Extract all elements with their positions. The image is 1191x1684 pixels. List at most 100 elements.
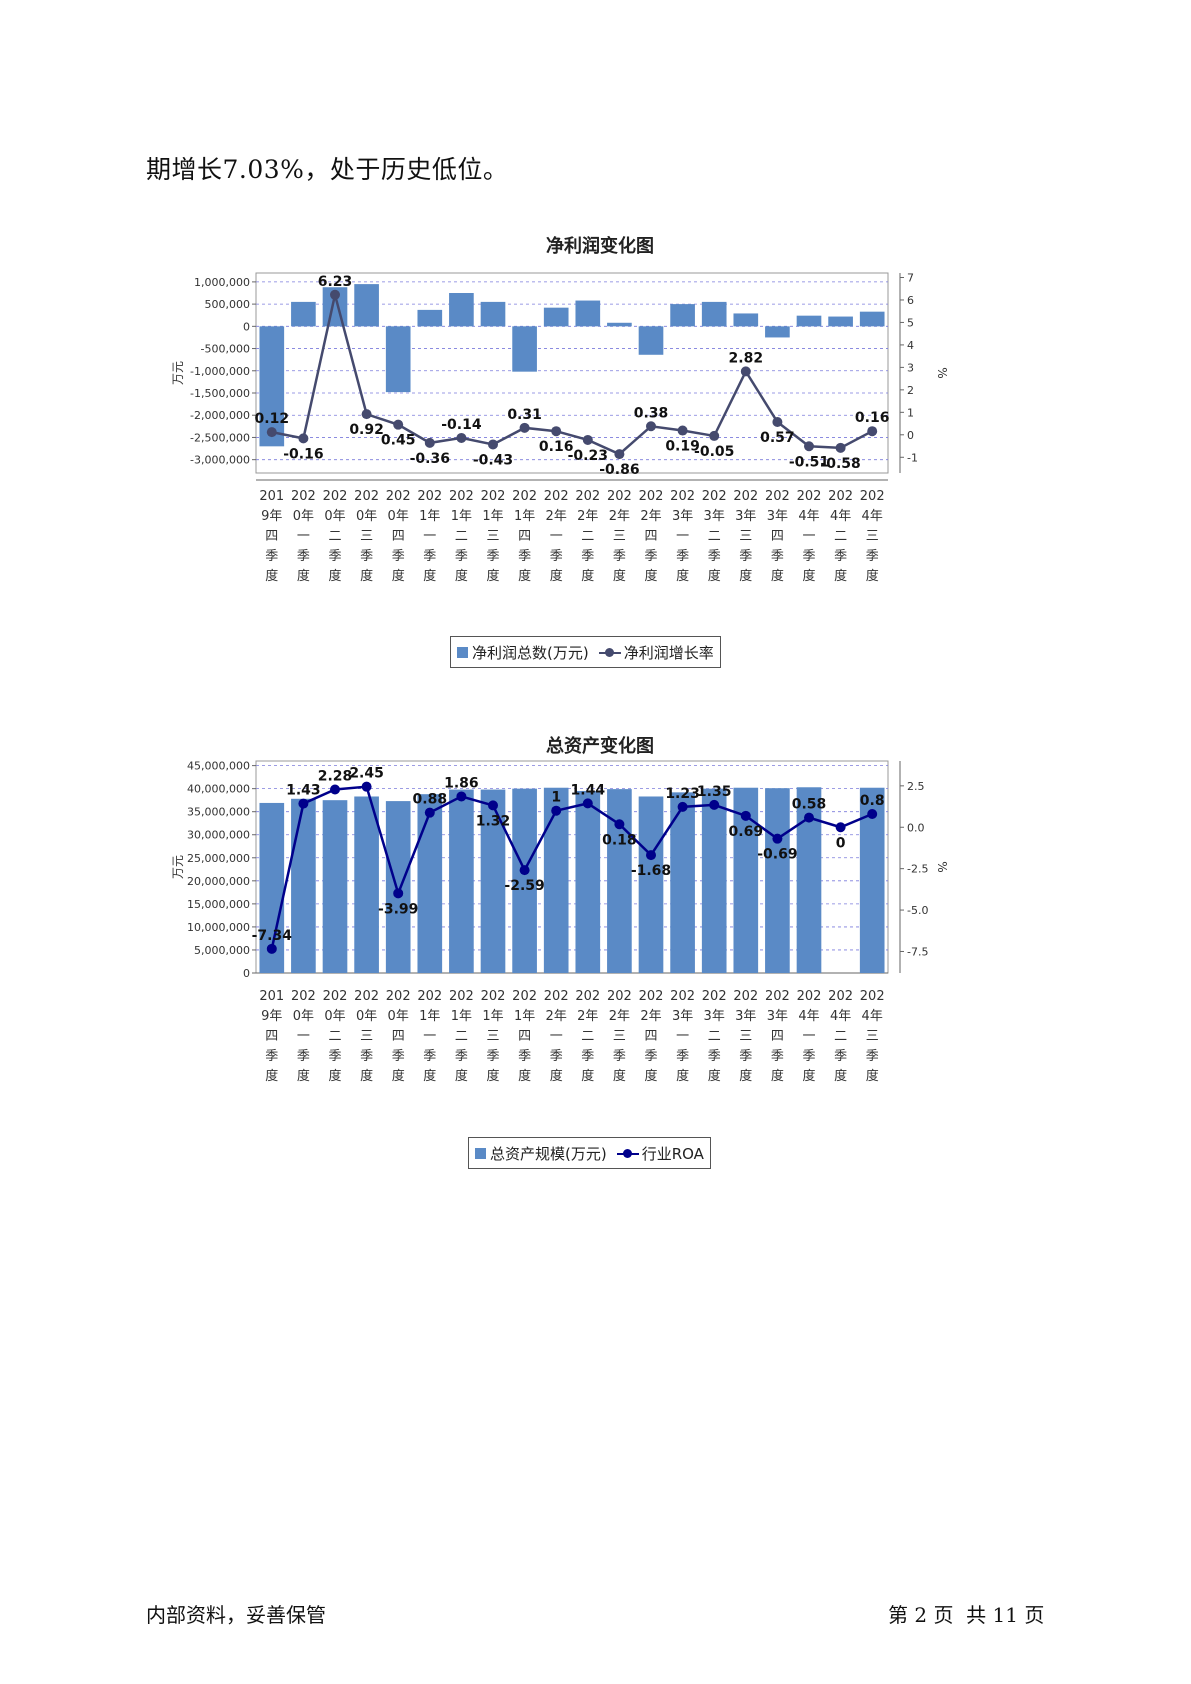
line-point xyxy=(551,805,562,816)
y-right-tick-label: 5 xyxy=(907,316,914,329)
data-label: 0.69 xyxy=(729,824,764,840)
y-left-tick-label: 1,000,000 xyxy=(194,276,250,289)
x-tick-label: 202 1年一季度 xyxy=(417,489,442,584)
x-tick-label: 202 0年二季度 xyxy=(323,989,348,1084)
bar xyxy=(607,322,632,327)
x-tick-label: 202 1年三季度 xyxy=(481,489,506,584)
y-left-axis-label: 万元 xyxy=(171,855,185,879)
data-label: -7.34 xyxy=(252,928,293,944)
x-tick-label: 202 2年四季度 xyxy=(639,489,664,584)
data-label: 1 xyxy=(551,790,561,806)
line-point xyxy=(835,442,846,453)
x-tick-label: 202 2年一季度 xyxy=(544,489,569,584)
data-label: -0.86 xyxy=(599,462,639,478)
bar xyxy=(670,792,695,973)
line-point xyxy=(393,888,404,899)
x-tick-label: 201 9年四季度 xyxy=(259,989,284,1084)
line-point xyxy=(677,425,688,436)
bar xyxy=(733,313,759,327)
bar xyxy=(417,794,443,973)
data-label: 1.86 xyxy=(444,775,479,791)
line-point xyxy=(424,807,435,818)
line-point xyxy=(614,449,625,460)
net-profit-chart: 净利润变化图 1,000,000 500,000 0 -500,000 -1,000,0… xyxy=(160,228,1040,668)
y-left-axis-label: 万元 xyxy=(171,361,185,385)
y-right-tick-label: 0.0 xyxy=(907,821,925,834)
x-tick-label: 202 0年四季度 xyxy=(386,989,411,1084)
x-tick-label: 202 0年三季度 xyxy=(354,989,379,1084)
y-left-tick-label: -1,500,000 xyxy=(190,387,250,400)
bar xyxy=(512,788,537,973)
data-label: 0.45 xyxy=(381,433,416,449)
data-label: -0.69 xyxy=(757,847,797,863)
y-right-tick-label: 3 xyxy=(907,361,914,374)
data-label: 0.19 xyxy=(665,439,700,455)
x-tick-label: 202 2年四季度 xyxy=(639,989,664,1084)
y-left-tick-label: -1,000,000 xyxy=(190,365,250,378)
bar xyxy=(543,787,569,973)
data-label: -0.23 xyxy=(568,448,608,464)
data-label: -2.59 xyxy=(504,878,544,894)
line-point xyxy=(393,419,404,430)
line-point xyxy=(740,810,751,821)
data-label: -0.36 xyxy=(410,451,450,467)
line-point xyxy=(298,433,309,444)
data-label: 0.57 xyxy=(760,430,795,446)
bar xyxy=(385,326,411,393)
line-point xyxy=(330,289,340,300)
line-series xyxy=(270,785,873,950)
data-label: -0.58 xyxy=(820,456,860,472)
legend-line-label: 行业ROA xyxy=(641,1144,704,1163)
data-label: 0.31 xyxy=(507,407,542,423)
bar xyxy=(354,284,379,327)
data-label: -0.14 xyxy=(441,417,482,433)
y-right-tick-label: 6 xyxy=(907,294,914,307)
line-point xyxy=(361,409,372,420)
intro-paragraph: 期增长7.03%，处于历史低位。 xyxy=(146,155,509,184)
x-tick-label: 202 3年一季度 xyxy=(670,489,695,584)
y-left-tick-label: 45,000,000 xyxy=(187,760,250,773)
data-label: -0.16 xyxy=(283,446,323,462)
bar xyxy=(828,316,853,327)
line-point xyxy=(456,432,467,443)
chart-legend: 净利润总数(万元) 净利润增长率 xyxy=(450,636,721,668)
x-tick-label: 202 1年三季度 xyxy=(481,989,506,1084)
line-point xyxy=(330,784,340,795)
line-point xyxy=(298,798,309,809)
y-left-tick-label: 25,000,000 xyxy=(187,852,250,865)
data-label: 0.38 xyxy=(634,405,669,421)
y-left-tick-label: -3,000,000 xyxy=(190,454,250,467)
bar xyxy=(607,789,632,973)
data-label: 0.92 xyxy=(349,422,384,438)
y-left-tick-label: 10,000,000 xyxy=(187,921,250,934)
x-tick-label: 202 0年一季度 xyxy=(291,989,316,1084)
data-label: 1.35 xyxy=(697,784,732,800)
chart-title: 总资产变化图 xyxy=(546,736,654,757)
y-left-tick-label: 30,000,000 xyxy=(187,829,250,842)
data-label: -0.51 xyxy=(789,454,829,470)
line-series xyxy=(271,294,873,456)
chart-legend: 总资产规模(万元) 行业ROA xyxy=(468,1137,711,1169)
y-right-tick-label: 7 xyxy=(907,271,914,284)
data-label: 1.23 xyxy=(665,786,700,802)
line-point xyxy=(740,366,751,377)
line-point xyxy=(646,850,656,861)
legend-bar-swatch xyxy=(457,646,468,658)
bar xyxy=(259,326,285,447)
bar xyxy=(291,798,316,973)
data-label: 0.18 xyxy=(602,832,637,848)
x-tick-label: 202 4年三季度 xyxy=(860,489,885,584)
line-point xyxy=(582,798,593,809)
data-label: -1.68 xyxy=(631,863,671,879)
x-tick-label: 202 1年四季度 xyxy=(512,489,537,584)
legend-line-swatch xyxy=(598,647,621,658)
footer-confidential: 内部资料，妥善保管 xyxy=(146,1603,326,1627)
net-profit-plot: 1,000,000 500,000 0 -500,000 -1,000,000 -1,50… xyxy=(171,271,949,584)
x-tick-label: 202 2年三季度 xyxy=(607,989,632,1084)
y-left-tick-label: 20,000,000 xyxy=(187,875,250,888)
bar xyxy=(765,326,790,338)
line-point xyxy=(804,441,814,452)
x-tick-label: 202 4年一季度 xyxy=(797,489,822,584)
y-left-tick-label: 0 xyxy=(243,320,250,333)
legend-bar-label: 总资产规模(万元) xyxy=(490,1144,607,1163)
